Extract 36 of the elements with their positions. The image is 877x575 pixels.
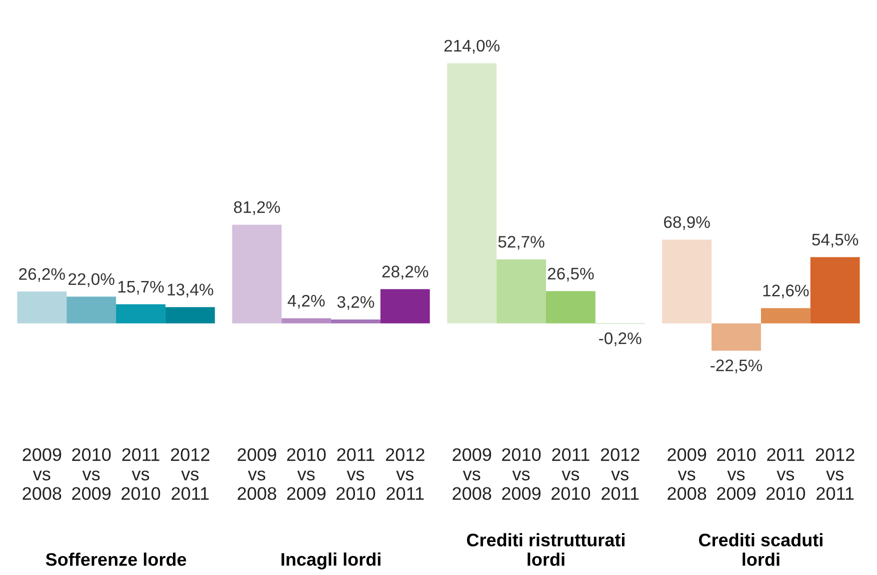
- x-tick-label: 2011 vs 2010: [766, 448, 806, 500]
- x-tick-label: 2011 vs 2010: [552, 448, 590, 500]
- data-label: 12,6%: [763, 284, 809, 298]
- x-tick-label: 2012 vs 2011: [386, 448, 424, 500]
- data-label: 52,7%: [498, 236, 544, 250]
- data-label: 26,5%: [548, 268, 594, 282]
- data-label: 81,2%: [234, 201, 280, 216]
- x-tick-label: 2010 vs 2009: [502, 448, 541, 500]
- x-tick-label: 2009 vs 2008: [22, 448, 62, 500]
- text: Crediti scaduti lordi: [699, 533, 822, 566]
- x-tick-label: 2010 vs 2009: [287, 448, 326, 500]
- x-tick-label: 2012 vs 2011: [816, 448, 854, 500]
- data-label: 26,2%: [19, 268, 65, 282]
- x-tick-label: 2010 vs 2009: [72, 448, 111, 500]
- x-tick-label: 2012 vs 2011: [170, 448, 210, 500]
- data-label: 68,9%: [664, 216, 710, 230]
- data-label: 22,0%: [68, 273, 114, 287]
- x-tick-label: 2009 vs 2008: [452, 448, 492, 500]
- data-label: 3,2%: [337, 296, 374, 310]
- data-label: 4,2%: [288, 294, 325, 309]
- x-tick-label: 2009 vs 2008: [238, 448, 276, 500]
- text: Incagli lordi: [282, 552, 380, 570]
- data-label: -22,5%: [710, 360, 762, 374]
- text: Crediti ristrutturati lordi: [466, 533, 624, 566]
- x-tick-label: 2009 vs 2008: [668, 448, 706, 500]
- x-tick-label: 2012 vs 2011: [600, 448, 640, 500]
- data-label: 54,5%: [812, 234, 858, 248]
- data-label: 13,4%: [168, 284, 214, 298]
- x-tick-label: 2010 vs 2009: [717, 448, 756, 500]
- data-label: 15,7%: [118, 280, 164, 295]
- x-tick-label: 2011 vs 2010: [336, 448, 376, 500]
- data-label: 28,2%: [382, 266, 428, 280]
- data-label: -0,2%: [599, 332, 642, 346]
- text: Sofferenze lorde: [46, 552, 186, 566]
- x-tick-label: 2011 vs 2010: [122, 448, 160, 500]
- data-label: 214,0%: [444, 40, 500, 54]
